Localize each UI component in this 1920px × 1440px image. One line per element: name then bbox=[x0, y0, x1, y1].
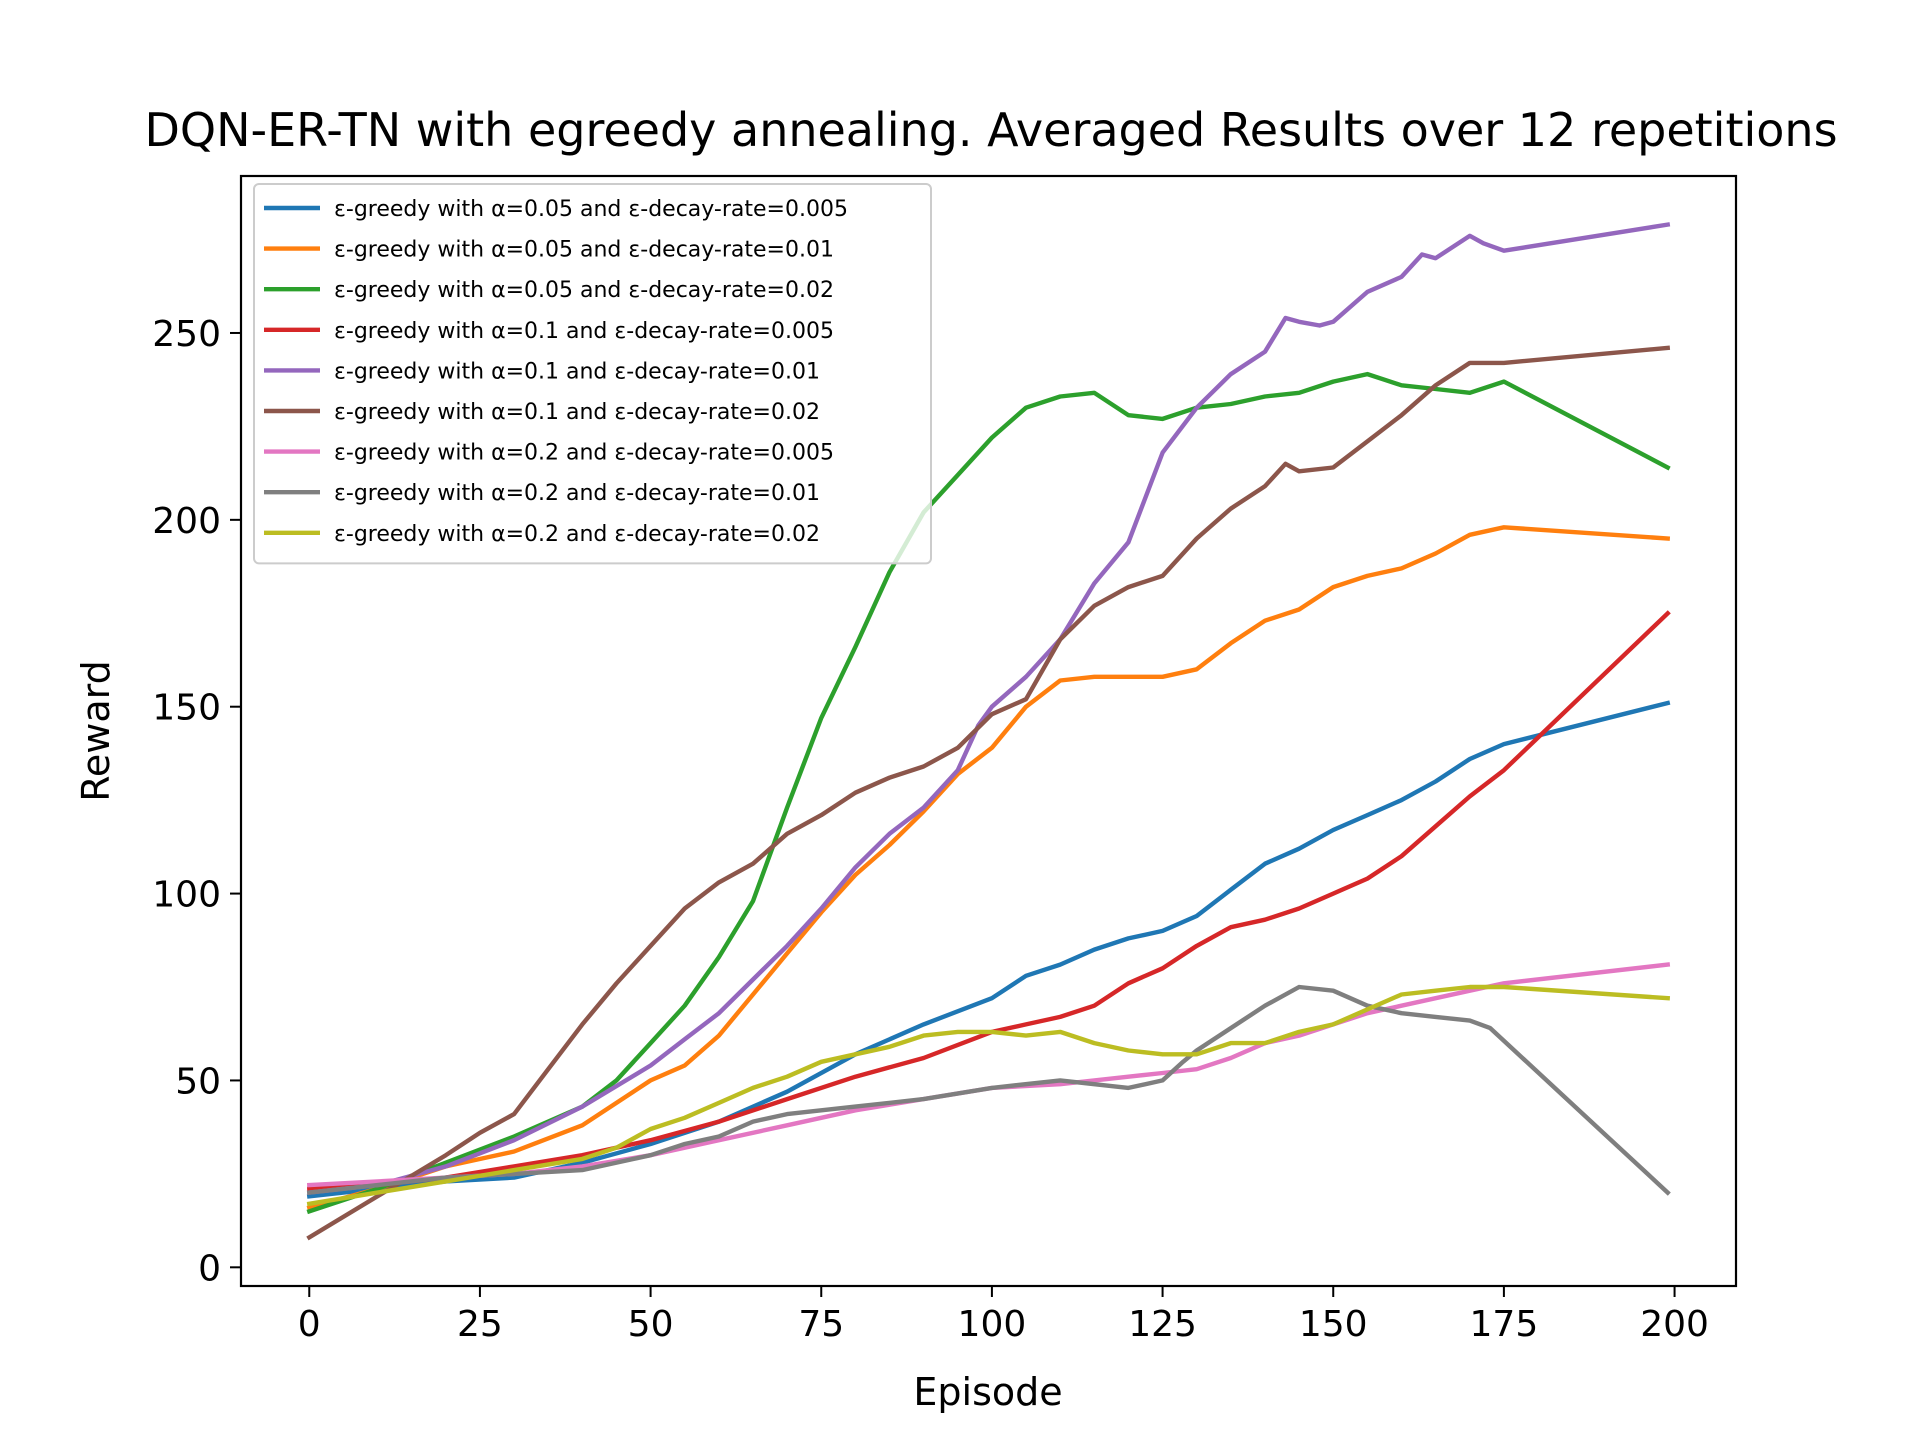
plot-lines bbox=[306, 222, 1671, 1241]
x-tick-label: 0 bbox=[298, 1304, 321, 1345]
series-line-8 bbox=[306, 984, 1671, 1196]
legend-box bbox=[253, 183, 932, 565]
legend-label-7: ε-greedy with α=0.2 and ε-decay-rate=0.0… bbox=[334, 441, 834, 466]
legend-label-8: ε-greedy with α=0.2 and ε-decay-rate=0.0… bbox=[334, 481, 820, 506]
y-tick-label: 150 bbox=[152, 688, 221, 729]
y-tick-label: 0 bbox=[198, 1248, 221, 1289]
y-tick-label: 50 bbox=[175, 1061, 221, 1102]
legend-label-5: ε-greedy with α=0.1 and ε-decay-rate=0.0… bbox=[334, 359, 820, 384]
x-tick-label: 50 bbox=[628, 1304, 674, 1345]
series-line-4 bbox=[306, 610, 1671, 1192]
series-line-6 bbox=[306, 345, 1671, 1241]
x-tick-label: 75 bbox=[798, 1304, 844, 1345]
chart-title: DQN-ER-TN with egreedy annealing. Averag… bbox=[144, 103, 1837, 157]
x-tick-label: 200 bbox=[1640, 1304, 1709, 1345]
legend-label-3: ε-greedy with α=0.05 and ε-decay-rate=0.… bbox=[334, 278, 834, 303]
y-axis-label: Reward bbox=[74, 660, 118, 802]
y-tick-label: 100 bbox=[152, 875, 221, 916]
x-tick-label: 25 bbox=[457, 1304, 503, 1345]
series-line-9 bbox=[306, 984, 1671, 1207]
x-tick-label: 175 bbox=[1470, 1304, 1539, 1345]
legend-label-6: ε-greedy with α=0.1 and ε-decay-rate=0.0… bbox=[334, 400, 820, 425]
series-line-3 bbox=[306, 371, 1671, 1215]
legend-label-1: ε-greedy with α=0.05 and ε-decay-rate=0.… bbox=[334, 197, 848, 222]
series-line-1 bbox=[306, 700, 1671, 1199]
x-axis-label: Episode bbox=[913, 1370, 1062, 1414]
legend-label-2: ε-greedy with α=0.05 and ε-decay-rate=0.… bbox=[334, 238, 834, 263]
y-axis: 0 50 100 150 200 250 bbox=[152, 314, 241, 1289]
legend-label-9: ε-greedy with α=0.2 and ε-decay-rate=0.0… bbox=[334, 522, 820, 547]
x-tick-label: 100 bbox=[958, 1304, 1027, 1345]
y-tick-label: 200 bbox=[152, 501, 221, 542]
y-tick-label: 250 bbox=[152, 314, 221, 355]
legend-label-4: ε-greedy with α=0.1 and ε-decay-rate=0.0… bbox=[334, 319, 834, 344]
series-line-2 bbox=[306, 525, 1671, 1211]
series-line-7 bbox=[306, 962, 1671, 1188]
legend: ε-greedy with α=0.05 and ε-decay-rate=0.… bbox=[253, 183, 932, 565]
plot-frame bbox=[239, 174, 1738, 1288]
x-tick-label: 125 bbox=[1128, 1304, 1197, 1345]
x-axis: 0 25 50 75 100 125 150 175 200 bbox=[298, 1286, 1709, 1345]
x-tick-label: 150 bbox=[1299, 1304, 1368, 1345]
